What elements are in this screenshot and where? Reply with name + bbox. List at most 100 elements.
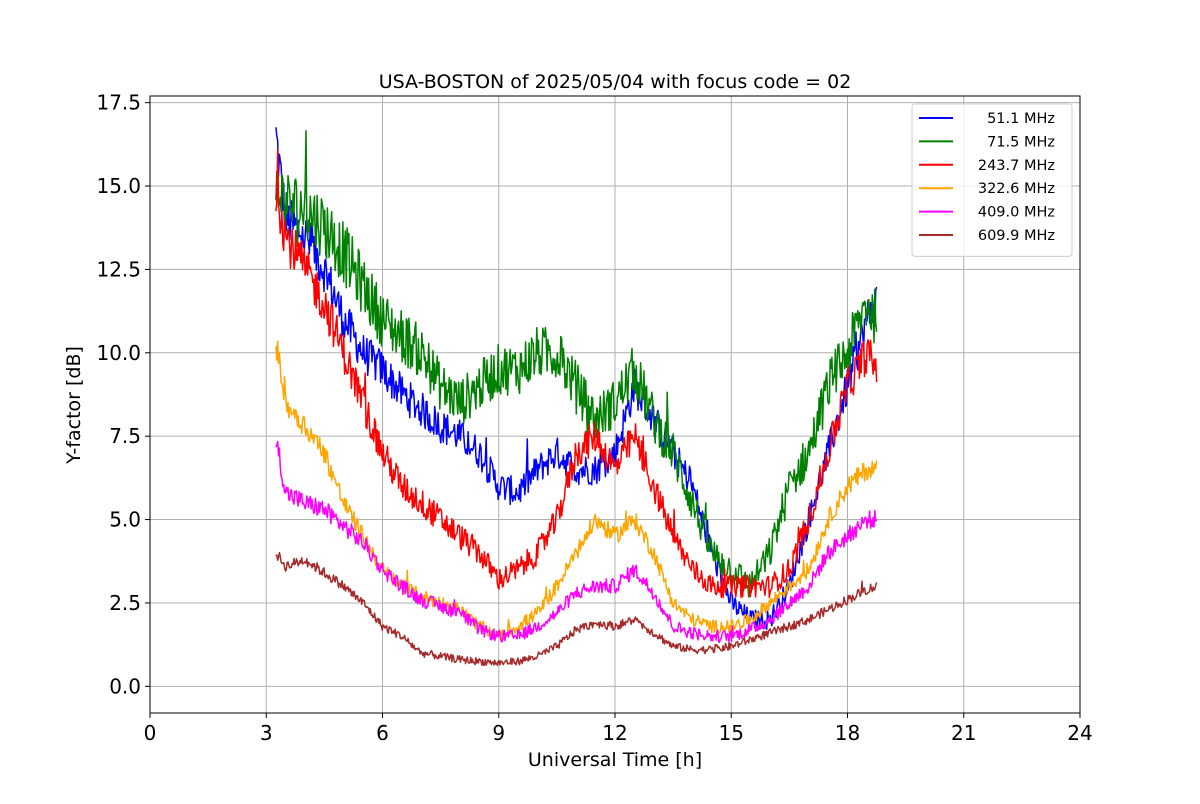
data-point [875,468,878,471]
data-point [362,351,365,354]
data-point [400,585,403,588]
data-point [614,585,617,588]
data-point [749,638,752,641]
data-point [381,368,384,371]
y-axis: 0.0 2.5 5.0 7.5 10.0 12.5 15.0 17.5 [96,91,150,698]
data-point [274,135,277,138]
legend-label: 71.5 MHz [987,134,1055,150]
data-point [342,351,345,354]
data-point [517,660,520,663]
data-point [497,368,500,371]
y-tick-label: 7.5 [109,424,141,448]
data-point [788,568,791,571]
data-point [769,551,772,554]
data-point [672,451,675,454]
data-point [807,451,810,454]
data-point [284,491,287,494]
data-point [575,451,578,454]
data-point [575,385,578,388]
data-point [323,508,326,511]
data-point [652,591,655,594]
x-tick-label: 12 [602,721,627,745]
data-point [478,660,481,663]
data-point [555,451,558,454]
data-point [710,635,713,638]
data-point [730,601,733,604]
data-point [274,341,277,344]
data-point [710,648,713,651]
data-point [517,368,520,371]
data-point [362,541,365,544]
data-point [614,401,617,404]
data-point [710,585,713,588]
data-point [517,635,520,638]
series-4 [275,440,878,644]
y-tick-label: 15.0 [96,174,141,198]
data-point [284,401,287,404]
data-point [284,235,287,238]
data-point [633,568,636,571]
data-point [594,435,597,438]
legend-item: 51.1 MHz [919,111,1055,127]
legend-item: 409.0 MHz [919,205,1055,221]
data-point [575,628,578,631]
series-line [275,551,878,667]
series-line [275,440,878,644]
data-point [691,485,694,488]
data-point [614,468,617,471]
data-point [381,568,384,571]
data-point [788,485,791,488]
series-group [274,127,878,667]
x-tick-label: 9 [492,721,505,745]
y-tick-label: 12.5 [96,257,141,281]
x-tick-label: 15 [719,721,744,745]
data-point [478,551,481,554]
y-tick-label: 10.0 [96,341,141,365]
data-point [323,225,326,228]
data-point [769,631,772,634]
data-point [875,318,878,321]
data-point [459,535,462,538]
data-point [749,628,752,631]
legend-item: 243.7 MHz [919,158,1055,174]
data-point [439,605,442,608]
data-point [400,635,403,638]
data-point [555,351,558,354]
data-point [439,518,442,521]
legend-item: 71.5 MHz [919,134,1055,150]
data-point [749,585,752,588]
data-point [865,518,868,521]
x-axis-label: Universal Time [h] [528,749,702,771]
data-point [691,631,694,634]
x-tick-label: 24 [1067,721,1092,745]
data-point [497,578,500,581]
data-point [459,401,462,404]
data-point [555,518,558,521]
data-point [400,335,403,338]
data-point [865,301,868,304]
data-point [614,535,617,538]
data-point [807,585,810,588]
data-point [769,585,772,588]
series-2 [275,148,878,599]
data-point [536,625,539,628]
data-point [594,468,597,471]
data-point [865,588,868,591]
data-point [497,635,500,638]
data-point [400,485,403,488]
data-point [536,655,539,658]
data-point [691,501,694,504]
data-point [749,618,752,621]
data-point [400,391,403,394]
data-point [691,648,694,651]
chart-title: USA-BOSTON of 2025/05/04 with focus code… [379,71,852,93]
data-point [594,585,597,588]
data-point [710,551,713,554]
data-point [517,568,520,571]
series-line [275,148,878,599]
data-point [420,501,423,504]
y-tick-label: 5.0 [109,508,141,532]
legend-label: 609.9 MHz [978,228,1055,244]
legend-label: 409.0 MHz [978,205,1055,221]
data-point [652,418,655,421]
